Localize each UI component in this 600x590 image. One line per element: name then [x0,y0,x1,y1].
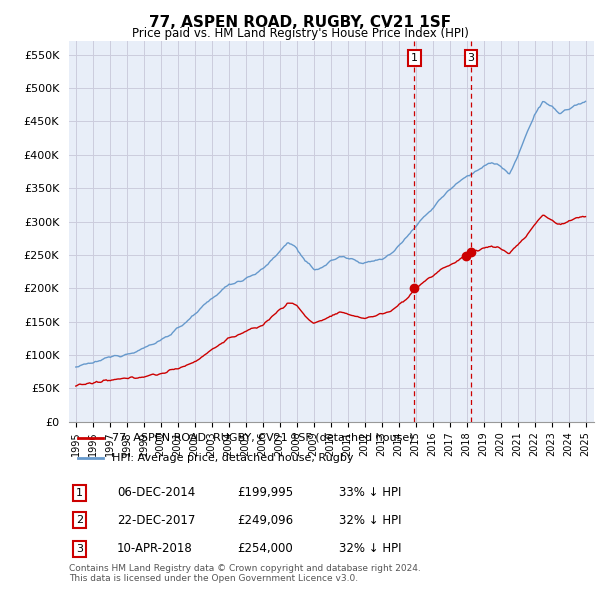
Text: £199,995: £199,995 [237,486,293,499]
Text: £254,000: £254,000 [237,542,293,555]
Text: 3: 3 [76,544,83,553]
Text: HPI: Average price, detached house, Rugby: HPI: Average price, detached house, Rugb… [112,453,353,463]
Text: 32% ↓ HPI: 32% ↓ HPI [339,514,401,527]
Text: 10-APR-2018: 10-APR-2018 [117,542,193,555]
Text: 3: 3 [467,53,475,63]
Text: 1: 1 [76,488,83,497]
Text: 1: 1 [411,53,418,63]
Text: £249,096: £249,096 [237,514,293,527]
Text: 77, ASPEN ROAD, RUGBY, CV21 1SF (detached house): 77, ASPEN ROAD, RUGBY, CV21 1SF (detache… [112,432,413,442]
Text: 32% ↓ HPI: 32% ↓ HPI [339,542,401,555]
Text: 06-DEC-2014: 06-DEC-2014 [117,486,195,499]
Text: 77, ASPEN ROAD, RUGBY, CV21 1SF: 77, ASPEN ROAD, RUGBY, CV21 1SF [149,15,451,30]
Text: 22-DEC-2017: 22-DEC-2017 [117,514,196,527]
Text: Contains HM Land Registry data © Crown copyright and database right 2024.
This d: Contains HM Land Registry data © Crown c… [69,563,421,583]
Text: 33% ↓ HPI: 33% ↓ HPI [339,486,401,499]
Text: 2: 2 [76,516,83,525]
Text: Price paid vs. HM Land Registry's House Price Index (HPI): Price paid vs. HM Land Registry's House … [131,27,469,40]
